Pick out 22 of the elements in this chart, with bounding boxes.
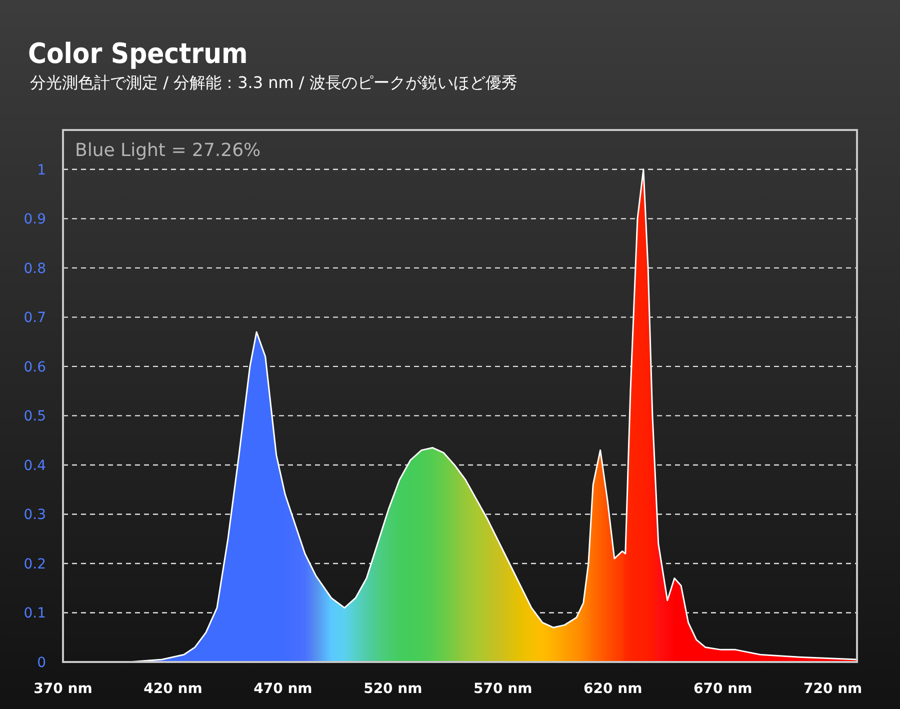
y-tick-label: 0.4 (24, 458, 46, 474)
y-tick-label: 0.2 (24, 556, 46, 572)
x-tick-label: 620 nm (584, 681, 642, 697)
chart-title: Color Spectrum (28, 37, 248, 70)
y-tick-label: 0.7 (24, 310, 46, 326)
x-tick-label: 470 nm (254, 681, 312, 697)
y-tick-label: 0.8 (24, 260, 46, 277)
y-tick-label: 0.9 (24, 212, 46, 228)
y-tick-label: 1 (37, 162, 46, 178)
x-tick-label: 570 nm (474, 681, 532, 697)
y-tick-label: 0.3 (24, 507, 46, 524)
x-tick-label: 370 nm (34, 681, 92, 697)
y-tick-label: 0 (37, 655, 46, 671)
chart-subtitle: 分光測色計で測定 / 分解能：3.3 nm / 波長のピークが鋭いほど優秀 (30, 73, 518, 92)
y-tick-label: 0.6 (24, 359, 46, 376)
y-tick-label: 0.1 (24, 606, 46, 622)
x-tick-label: 420 nm (144, 681, 202, 697)
x-tick-label: 520 nm (364, 681, 422, 697)
x-tick-label: 720 nm (803, 681, 862, 697)
x-tick-label: 670 nm (694, 681, 752, 697)
annotation: Blue Light = 27.26% (75, 140, 261, 161)
y-tick-label: 0.5 (24, 408, 46, 425)
